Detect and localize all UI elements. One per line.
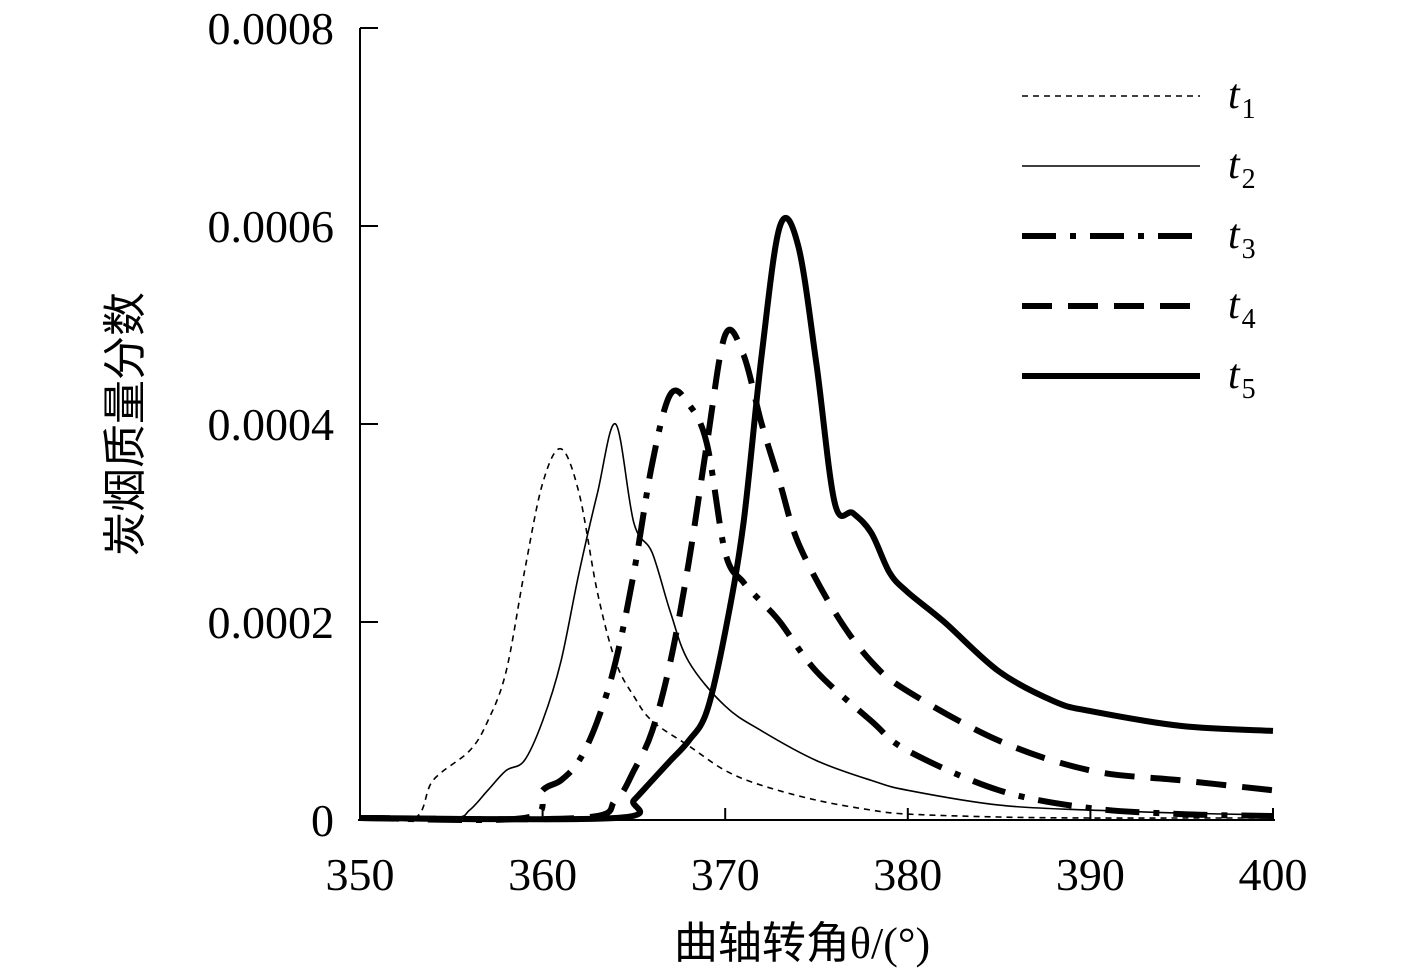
y-axis-ticks: 0 0.0002 0.0004 0.0006 0.0008 <box>208 3 378 846</box>
legend-label-subscript: 5 <box>1242 374 1256 405</box>
legend-label-t2: t2 <box>1228 142 1256 195</box>
y-tick-label: 0.0008 <box>208 3 335 54</box>
series-line-t1 <box>359 447 1273 822</box>
legend-label-t5: t5 <box>1228 352 1256 405</box>
y-tick-label: 0.0004 <box>208 399 335 450</box>
x-tick-label: 400 <box>1239 849 1308 900</box>
x-tick-label: 350 <box>326 849 395 900</box>
legend-label-t4: t4 <box>1228 282 1256 335</box>
legend-label-base: t <box>1228 72 1241 118</box>
x-tick-label: 380 <box>873 849 942 900</box>
legend-label-subscript: 3 <box>1242 234 1256 265</box>
series-line-t2 <box>359 423 1274 820</box>
legend-label-subscript: 4 <box>1242 304 1256 335</box>
series-line-t3 <box>359 387 1274 824</box>
legend-label-t3: t3 <box>1228 212 1256 265</box>
series-layer <box>359 215 1274 824</box>
legend-label-base: t <box>1228 142 1241 188</box>
legend-label-subscript: 2 <box>1242 164 1256 195</box>
x-tick-label: 390 <box>1056 849 1125 900</box>
legend-label-t1: t1 <box>1228 72 1256 125</box>
y-axis-title: 炭烟质量分数 <box>101 292 150 556</box>
plot-area: 350 360 370 380 390 400 0 0.0002 0.0004 0.0006 0.… <box>208 3 1308 900</box>
y-tick-label: 0.0002 <box>208 597 335 648</box>
x-axis-title: 曲轴转角θ/(°) <box>674 919 930 968</box>
legend-label-base: t <box>1228 282 1241 328</box>
y-tick-label: 0 <box>311 795 334 846</box>
x-tick-label: 370 <box>691 849 760 900</box>
series-line-t5 <box>359 215 1274 823</box>
series-line-t4 <box>359 326 1274 823</box>
legend-label-subscript: 1 <box>1242 94 1256 125</box>
y-tick-label: 0.0006 <box>208 201 335 252</box>
x-axis-ticks: 350 360 370 380 390 400 <box>326 808 1308 900</box>
legend-label-base: t <box>1228 352 1241 398</box>
x-tick-label: 360 <box>508 849 577 900</box>
legend-label-base: t <box>1228 212 1241 258</box>
